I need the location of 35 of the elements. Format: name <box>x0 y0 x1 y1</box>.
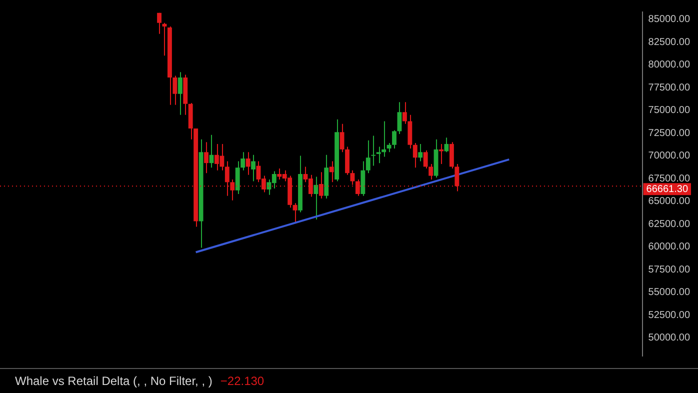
candlestick <box>178 72 182 116</box>
candlestick <box>392 130 396 150</box>
y-tick-label: 70000.00 <box>648 150 690 162</box>
y-tick-label: 60000.00 <box>648 242 690 253</box>
candlestick <box>360 160 366 196</box>
candlestick <box>366 140 370 174</box>
y-tick-label: 57500.00 <box>648 264 690 276</box>
y-tick-label: 67500.00 <box>648 173 690 184</box>
candlestick <box>412 142 418 168</box>
candlestick <box>292 202 298 224</box>
y-tick-label: 65000.00 <box>648 196 690 208</box>
y-tick-label: 75000.00 <box>648 105 690 116</box>
y-tick-label: 52500.00 <box>648 310 690 321</box>
y-tick-label: 50000.00 <box>648 332 690 344</box>
candlestick <box>345 146 350 176</box>
candlestick <box>251 154 256 182</box>
y-tick-label: 80000.00 <box>648 60 690 71</box>
candlestick <box>157 12 162 34</box>
y-tick-label: 62500.00 <box>648 218 690 230</box>
text: −22.130 <box>220 374 264 388</box>
candlestick <box>418 143 423 162</box>
candlestick <box>246 152 250 176</box>
candlestick <box>204 142 208 174</box>
y-tick-label: 85000.00 <box>648 14 690 26</box>
y-tick-label: 82500.00 <box>648 36 690 48</box>
y-tick-label: 55000.00 <box>648 287 690 298</box>
candlestick <box>340 123 344 153</box>
text: Whale vs Retail Delta (, , No Filter, , ) <box>15 374 212 388</box>
candlestick <box>314 176 318 220</box>
candlestick <box>371 135 376 166</box>
candlestick <box>397 102 402 134</box>
ref-line-label: 66661.30 <box>646 184 688 195</box>
y-tick-label: 72500.00 <box>648 128 690 139</box>
y-tick-label: 77500.00 <box>648 82 690 94</box>
candlestick <box>329 160 334 183</box>
